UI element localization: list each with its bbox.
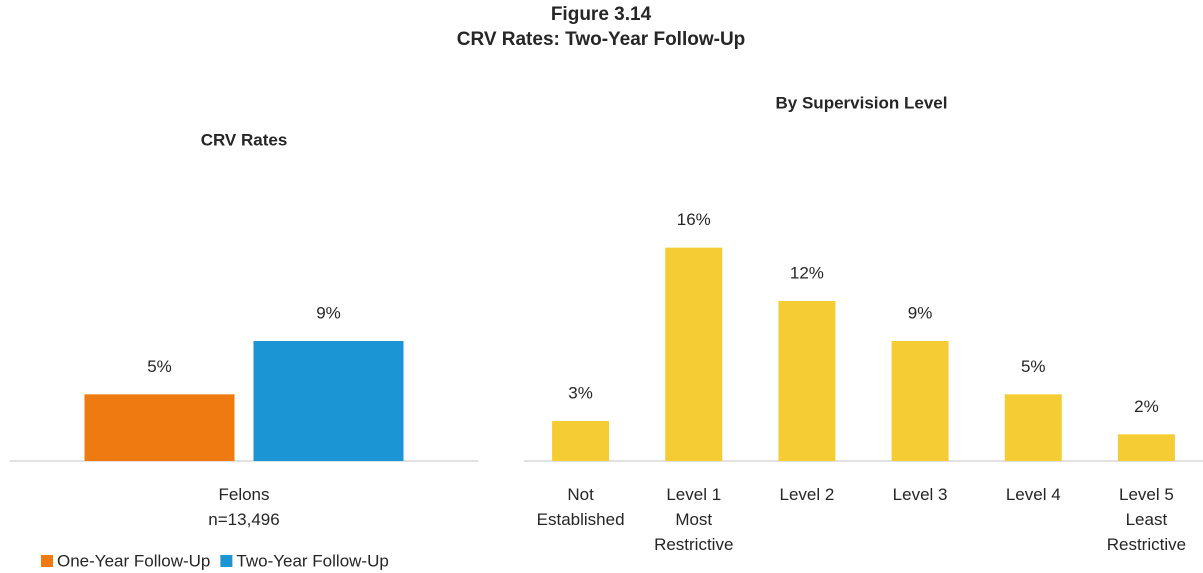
- data-label: 12%: [790, 263, 824, 282]
- bar: [552, 421, 610, 461]
- bar: [1004, 394, 1062, 461]
- data-label: 5%: [147, 357, 172, 376]
- data-label: 2%: [1134, 397, 1159, 416]
- bar: [891, 341, 949, 461]
- bar: [778, 301, 836, 461]
- x-tick-label: Level 1 Most Restrictive: [654, 485, 734, 554]
- data-label: 5%: [1021, 357, 1046, 376]
- x-tick-label: Felons n=13,496: [208, 485, 280, 529]
- figure-title: CRV Rates: Two-Year Follow-Up: [457, 29, 746, 50]
- x-tick-label: Level 2: [779, 485, 835, 504]
- data-label: 16%: [677, 210, 711, 229]
- legend-label: Two-Year Follow-Up: [236, 551, 388, 570]
- bar: [1117, 434, 1175, 461]
- bar: [84, 394, 235, 461]
- figure-number: Figure 3.14: [551, 4, 652, 25]
- data-label: 3%: [568, 383, 593, 402]
- data-label: 9%: [316, 303, 341, 322]
- bar: [253, 341, 404, 461]
- x-tick-label: Level 3: [892, 485, 948, 504]
- legend-swatch: [220, 555, 233, 567]
- x-tick-label: Level 4: [1005, 485, 1061, 504]
- x-tick-label: Level 5 Least Restrictive: [1106, 485, 1187, 554]
- bar: [665, 247, 723, 461]
- chart-title: By Supervision Level: [776, 93, 948, 112]
- x-tick-label: Not Established: [536, 485, 625, 529]
- chart-title: CRV Rates: [201, 130, 288, 149]
- legend-label: One-Year Follow-Up: [57, 551, 210, 570]
- legend-swatch: [41, 555, 53, 567]
- data-label: 9%: [908, 303, 933, 322]
